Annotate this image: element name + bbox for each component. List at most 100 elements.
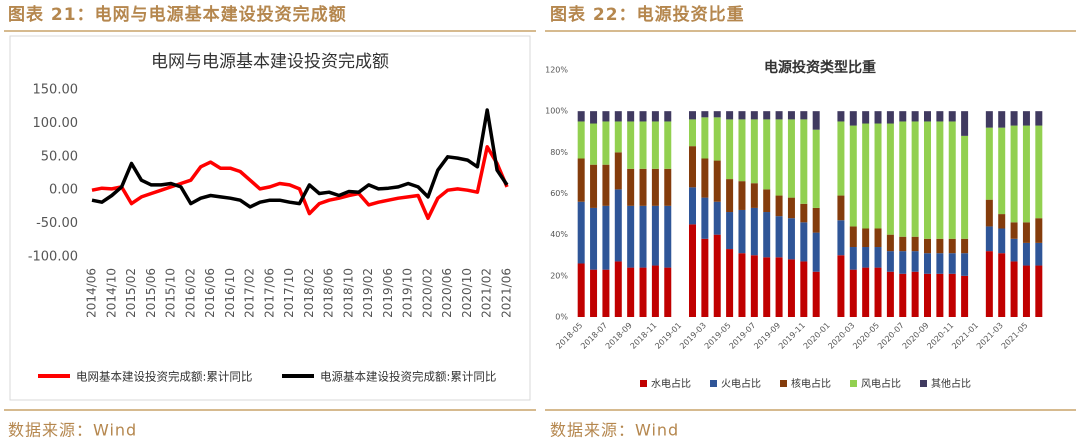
bar-segment [602,164,610,206]
bar-segment [812,271,820,317]
y-tick-label: 100% [545,107,568,116]
bar-segment [787,119,795,198]
bar-segment [639,111,647,122]
bar-segment [985,199,993,227]
bar-segment [985,226,993,252]
bar-segment [837,220,845,256]
x-tick-label: 2016/10 [223,268,237,318]
bar-segment [1035,265,1043,317]
y-tick-label: 150.00 [33,83,79,98]
bar-segment [689,224,696,317]
bar-segment [948,111,956,122]
bar-segment [750,119,758,184]
bar-segment [837,121,845,196]
bar-segment [1010,222,1018,239]
bar-segment [1035,242,1043,266]
bar-segment [961,253,969,276]
bar-segment [998,127,1006,215]
bar-segment [590,269,598,317]
bar-segment [651,121,659,169]
bar-segment [639,205,647,268]
legend-label: 电源基本建设投资完成额:累计同比 [320,370,496,384]
bar-segment [874,123,882,229]
bar-segment [874,247,882,268]
bar-segment [775,257,783,317]
x-tick-label: 2016/02 [183,268,197,318]
bar-segment [701,111,709,118]
x-tick-label: 2020/02 [420,268,434,318]
bar-segment [1010,125,1018,223]
bar-segment [664,205,672,268]
chart-title: 电源投资类型比重 [764,59,876,76]
bar-segment [639,121,647,169]
bar-segment [664,111,672,122]
bar-segment [837,195,845,221]
bar-segment [1022,125,1030,223]
bar-segment [874,267,882,317]
bar-segment [911,271,919,317]
bar-segment [577,201,585,264]
bar-segment [812,111,820,130]
x-tick-label: 2019/06 [381,268,395,318]
bar-segment [775,111,783,120]
x-tick-label: 2017/10 [282,268,296,318]
bar-segment [924,273,931,317]
bar-segment [948,273,956,317]
bar-segment [862,267,870,317]
heading: 图表 22：电源投资比重 [550,4,745,25]
x-tick-label: 2020/10 [460,268,474,318]
x-tick-label: 2015/10 [164,268,178,318]
bar-segment [577,111,585,122]
bar-segment [614,189,622,262]
bar-segment [614,121,622,153]
chart-frame [9,35,531,401]
bar-segment [849,125,857,227]
y-tick-label: 0.00 [49,183,78,198]
bar-segment [849,226,857,248]
bar-segment [924,121,931,239]
bar-segment [726,119,734,180]
bar-segment [577,263,585,317]
legend-label: 火电占比 [721,377,761,390]
x-tick-label: 2014/06 [85,268,99,318]
legend-swatch [850,380,857,387]
y-tick-label: -100.00 [28,250,78,265]
bar-segment [961,111,969,136]
bar-segment [726,249,734,317]
bar-segment [577,121,585,159]
bar-segment [874,228,882,248]
bar-segment [689,119,696,147]
source: 数据来源：Wind [550,421,679,440]
bar-segment [590,207,598,270]
bar-segment [738,253,746,317]
bar-segment [689,146,696,188]
bar-segment [948,238,956,254]
bar-segment [1035,218,1043,243]
bar-segment [936,238,944,254]
y-tick-label: 0% [555,313,568,322]
bar-segment [936,273,944,317]
bar-segment [1022,242,1030,266]
bar-segment [886,111,894,124]
bar-segment [812,207,820,233]
bar-segment [911,121,919,237]
bar-segment [701,238,709,317]
bar-segment [775,216,783,258]
bar-segment [787,111,795,120]
bar-segment [874,111,882,124]
bar-segment [886,234,894,252]
x-tick-label: 2016/06 [203,268,217,318]
bar-segment [800,111,808,120]
bar-segment [627,267,635,317]
bar-segment [849,247,857,270]
y-tick-label: 100.00 [33,116,79,131]
x-tick-label: 2014/10 [104,268,118,318]
bar-segment [998,111,1006,128]
bar-segment [787,259,795,317]
bar-segment [602,111,610,122]
bar-segment [812,232,820,272]
bar-segment [985,111,993,128]
bar-segment [713,160,721,202]
bar-segment [985,251,993,317]
